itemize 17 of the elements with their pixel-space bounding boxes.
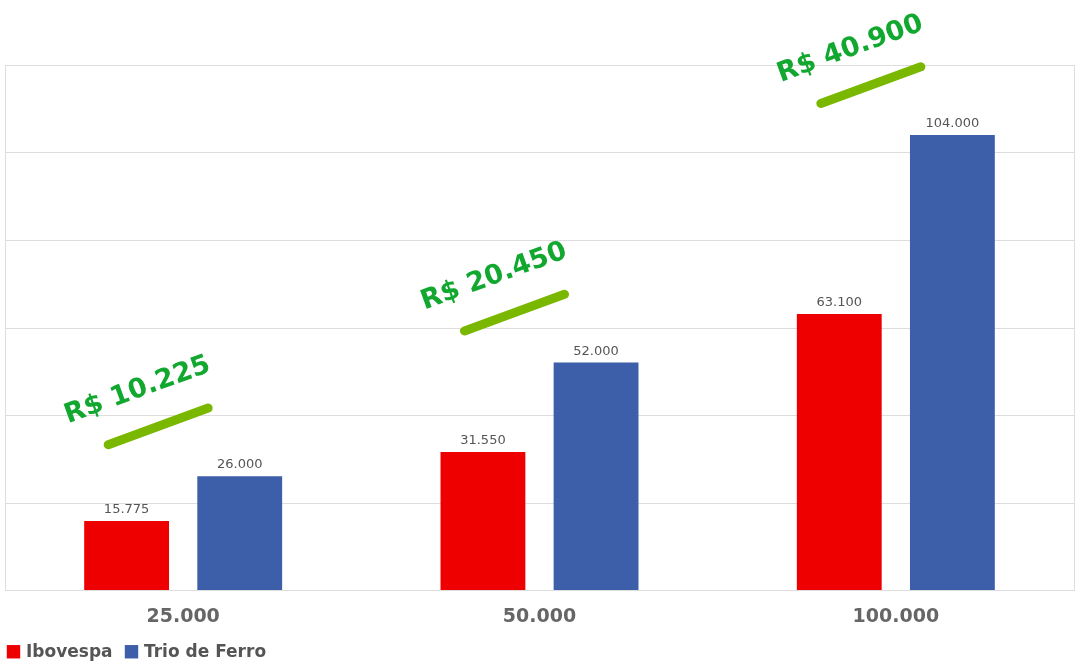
- bar: [553, 362, 639, 590]
- bar: [84, 520, 170, 590]
- x-tick-label: 25.000: [146, 603, 220, 626]
- data-label: 15.775: [103, 500, 150, 516]
- bar: [796, 313, 882, 590]
- data-label: 63.100: [816, 293, 863, 309]
- x-tick-label: 50.000: [502, 603, 577, 626]
- bar: [197, 476, 283, 590]
- x-tick-label: 100.000: [852, 603, 940, 626]
- bar: [440, 451, 526, 590]
- data-label: 52.000: [573, 342, 619, 358]
- data-label: 31.550: [460, 431, 506, 447]
- legend-label: Trio de Ferro: [144, 640, 267, 661]
- data-label: 104.000: [925, 115, 980, 130]
- legend-label: Ibovespa: [26, 640, 113, 661]
- bar: [909, 135, 995, 590]
- data-label: 26.000: [216, 456, 263, 472]
